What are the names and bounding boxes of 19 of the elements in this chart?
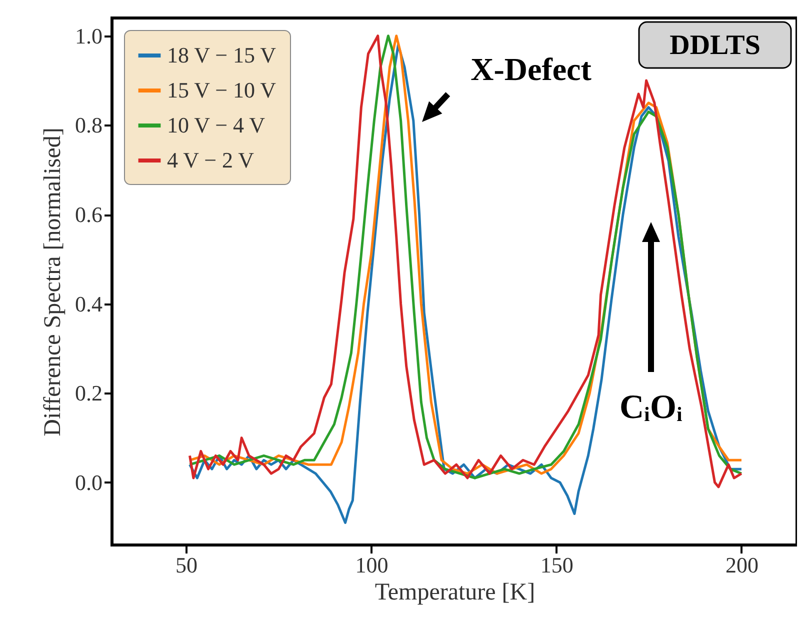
y-tick-label: 0.4 <box>75 291 102 316</box>
y-tick-label: 0.2 <box>75 380 102 406</box>
x-axis-title: Temperature [K] <box>374 580 536 606</box>
y-tick-label: 1.0 <box>75 23 102 48</box>
annotation: X-Defect <box>470 51 592 87</box>
legend-label: 10 V − 4 V <box>167 112 266 138</box>
legend-label: 4 V − 2 V <box>167 148 254 172</box>
y-tick-label: 0.0 <box>75 470 102 495</box>
x-tick-label: 50 <box>176 552 198 578</box>
annotation: DDLTS <box>670 30 760 61</box>
legend-label: 18 V − 15 V <box>167 42 276 68</box>
y-tick-label: 0.8 <box>75 112 102 138</box>
annotation: CᵢOᵢ <box>619 389 683 426</box>
x-tick-label: 100 <box>355 552 388 578</box>
y-tick-label: 0.6 <box>75 202 102 228</box>
x-tick-label: 150 <box>540 552 574 578</box>
x-tick-label: 200 <box>725 552 758 578</box>
y-axis-title: Difference Spectra [normalised] <box>40 128 66 436</box>
legend-label: 15 V − 10 V <box>167 78 276 102</box>
